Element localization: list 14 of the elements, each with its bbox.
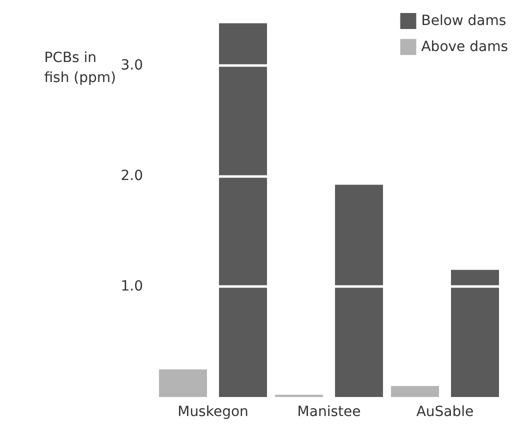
bar bbox=[335, 184, 383, 397]
bar bbox=[451, 270, 499, 397]
y-axis-title: PCBs in fish (ppm) bbox=[44, 50, 116, 86]
x-tick-label: Muskegon bbox=[178, 404, 248, 420]
y-tick-label: 1.0 bbox=[120, 278, 143, 294]
y-tick-label: 2.0 bbox=[120, 168, 143, 184]
bar bbox=[219, 23, 267, 397]
bar bbox=[391, 386, 439, 397]
x-tick-label: Manistee bbox=[297, 404, 361, 420]
legend-label: Above dams bbox=[421, 39, 508, 55]
legend-label: Below dams bbox=[421, 13, 506, 29]
x-tick-label: AuSable bbox=[416, 404, 474, 420]
y-tick-label: 3.0 bbox=[120, 57, 143, 74]
bar bbox=[159, 369, 207, 397]
